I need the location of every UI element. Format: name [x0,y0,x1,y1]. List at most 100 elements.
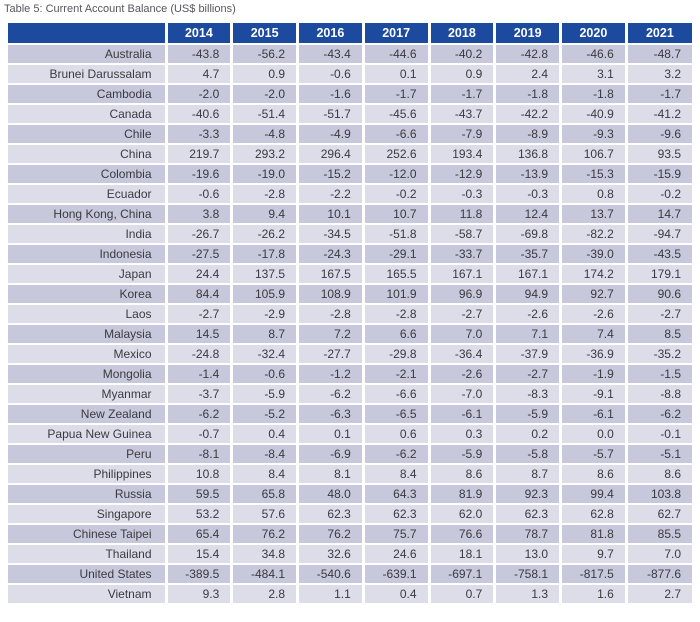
value-cell: 0.9 [429,64,497,85]
value-cell: 0.8 [560,184,628,205]
value-cell: 65.4 [166,524,234,545]
value-cell: -94.7 [626,224,692,245]
value-cell: -7.0 [429,384,497,405]
value-cell: 167.5 [297,264,365,285]
value-cell: -15.3 [560,164,628,185]
value-cell: 9.3 [166,584,234,605]
value-cell: 165.5 [363,264,431,285]
value-cell: -2.7 [494,364,562,385]
value-cell: -5.8 [494,444,562,465]
value-cell: -2.8 [297,304,365,325]
value-cell: 15.4 [166,544,234,565]
value-cell: -2.7 [626,304,692,325]
country-label: Mongolia [8,364,168,385]
country-label: Vietnam [8,584,168,605]
value-cell: -1.5 [626,364,692,385]
table-row: Hong Kong, China 3.8 9.4 10.1 10.7 11.8 12.4 13… [8,204,692,225]
value-cell: 193.4 [429,144,497,165]
value-cell: 11.8 [429,204,497,225]
table-row: New Zealand -6.2 -5.2 -6.3 -6.5 -6.1 -5.9 -6.1-… [8,404,692,425]
value-cell: 7.1 [494,324,562,345]
value-cell: -6.2 [297,384,365,405]
country-label: Russia [8,484,168,505]
value-cell: 64.3 [363,484,431,505]
table-caption: Table 5: Current Account Balance (US$ bi… [4,3,236,15]
value-cell: 0.6 [363,424,431,445]
country-label: Singapore [8,504,168,525]
value-cell: -51.8 [363,224,431,245]
value-cell: 14.7 [626,204,692,225]
value-cell: -19.6 [166,164,234,185]
value-cell: -12.0 [363,164,431,185]
value-cell: 62.8 [560,504,628,525]
value-cell: -35.7 [494,244,562,265]
country-label: Philippines [8,464,168,485]
table-row: Korea 84.4 105.9 108.9 101.9 96.9 94.9 92.7 90.6 [8,284,692,305]
value-cell: -9.6 [626,124,692,145]
value-cell: 7.4 [560,324,628,345]
value-cell: 12.4 [494,204,562,225]
value-cell: -34.5 [297,224,365,245]
value-cell: 103.8 [626,484,692,505]
value-cell: -1.7 [626,84,692,105]
country-label: Korea [8,284,168,305]
value-cell: -24.3 [297,244,365,265]
value-cell: -51.4 [231,104,299,125]
value-cell: -2.2 [297,184,365,205]
value-cell: 0.1 [297,424,365,445]
value-cell: 13.0 [494,544,562,565]
value-cell: -29.8 [363,344,431,365]
value-cell: -1.2 [297,364,365,385]
value-cell: 101.9 [363,284,431,305]
table-row: Malaysia 14.5 8.7 7.2 6.6 7.0 7.1 7.4 8.5 [8,324,692,345]
value-cell: 2.4 [494,64,562,85]
value-cell: 10.8 [166,464,234,485]
value-cell: 8.7 [231,324,299,345]
value-cell: 18.1 [429,544,497,565]
header-row: 2014 2015 2016 2017 2018 2019 2020 2021 [8,23,692,45]
value-cell: 1.1 [297,584,365,605]
value-cell: 10.7 [363,204,431,225]
value-cell: -27.5 [166,244,234,265]
value-cell: -48.7 [626,44,692,65]
value-cell: -3.3 [166,124,234,145]
value-cell: -2.1 [363,364,431,385]
country-label: Chile [8,124,168,145]
country-label: Hong Kong, China [8,204,168,225]
value-cell: 96.9 [429,284,497,305]
table-row: Papua New Guinea -0.7 0.4 0.1 0.6 0.3 0.2 0.0 -0… [8,424,692,445]
value-cell: -758.1 [494,564,562,585]
country-label: Cambodia [8,84,168,105]
value-cell: 53.2 [166,504,234,525]
value-cell: -26.2 [231,224,299,245]
value-cell: 179.1 [626,264,692,285]
table-row: Canada -40.6 -51.4 -51.7 -45.6 -43.7 -42.2 -40.… [8,104,692,125]
country-label: Colombia [8,164,168,185]
country-label: Thailand [8,544,168,565]
value-cell: 78.7 [494,524,562,545]
country-label: Malaysia [8,324,168,345]
value-cell: -0.6 [166,184,234,205]
value-cell: -36.4 [429,344,497,365]
value-cell: -12.9 [429,164,497,185]
value-cell: -45.6 [363,104,431,125]
value-cell: -0.3 [429,184,497,205]
table-row: Peru -8.1 -8.4 -6.9 -6.2 -5.9 -5.8 -5.7 -5.1 [8,444,692,465]
value-cell: -6.1 [560,404,628,425]
value-cell: -37.9 [494,344,562,365]
value-cell: 24.4 [166,264,234,285]
value-cell: -56.2 [231,44,299,65]
value-cell: 99.4 [560,484,628,505]
value-cell: -2.6 [429,364,497,385]
column-header-2021: 2021 [626,23,692,45]
value-cell: -40.6 [166,104,234,125]
country-label: China [8,144,168,165]
value-cell: 76.2 [231,524,299,545]
country-label: Japan [8,264,168,285]
value-cell: -6.3 [297,404,365,425]
value-cell: 8.4 [231,464,299,485]
value-cell: -0.6 [297,64,365,85]
value-cell: -484.1 [231,564,299,585]
value-cell: -5.2 [231,404,299,425]
value-cell: 48.0 [297,484,365,505]
